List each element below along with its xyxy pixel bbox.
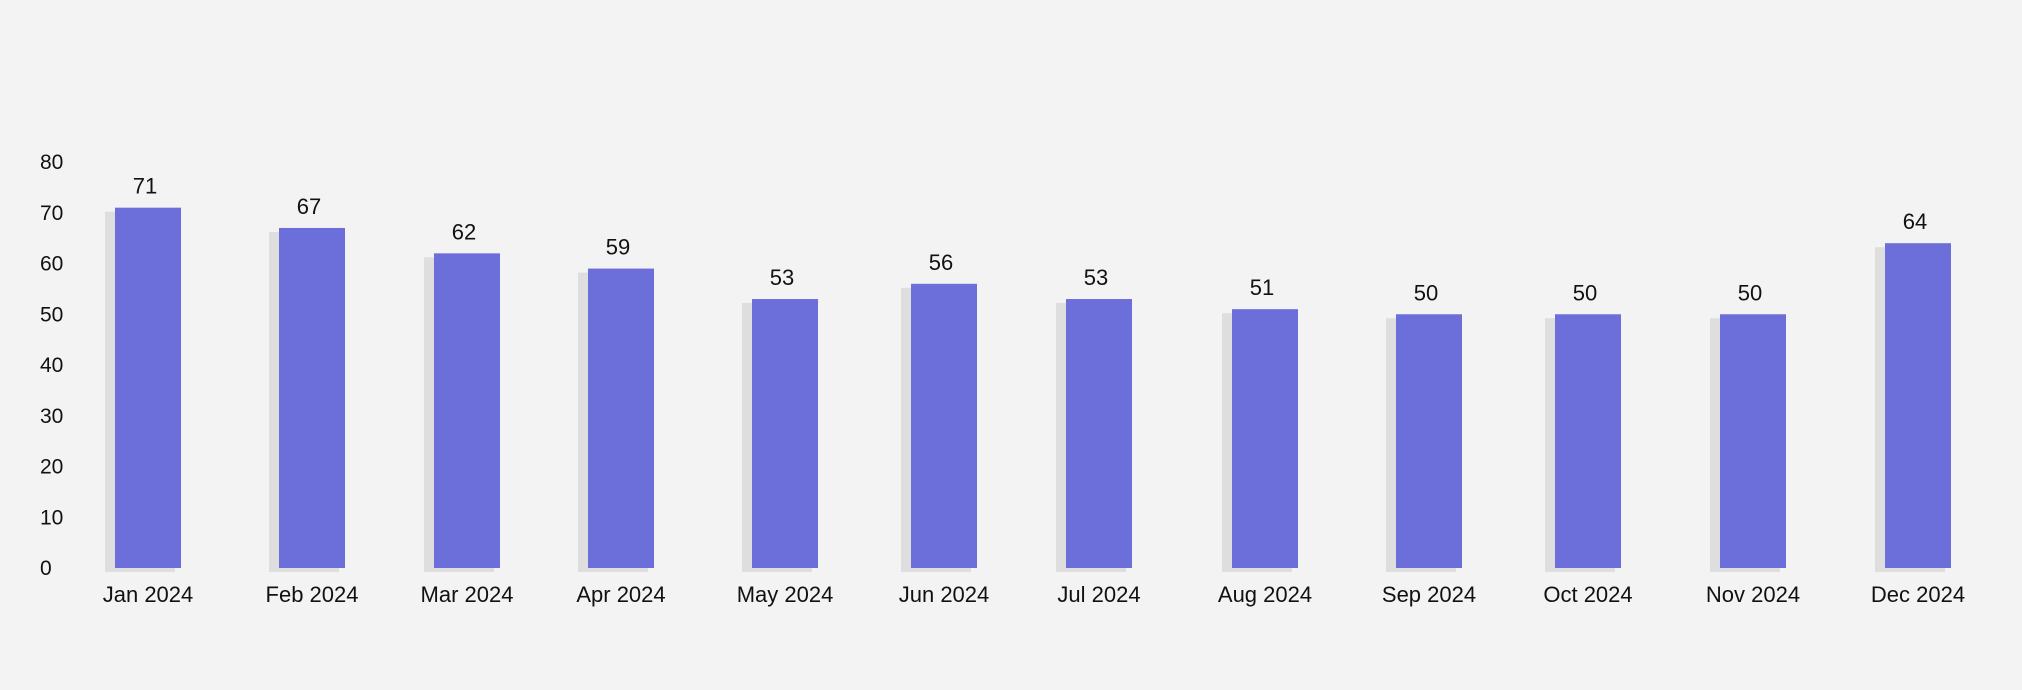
bar-value-label: 50 [1738,280,1762,305]
x-category-label: May 2024 [737,582,834,607]
bar [1555,314,1621,568]
bar-value-label: 51 [1250,275,1274,300]
bar-value-label: 50 [1573,280,1597,305]
x-category-label: Jan 2024 [103,582,194,607]
x-category-label: Oct 2024 [1543,582,1632,607]
x-category-label: Apr 2024 [576,582,665,607]
y-tick-label: 70 [40,202,63,225]
x-category-label: Jul 2024 [1057,582,1140,607]
bar-value-label: 56 [929,250,953,275]
x-category-label: Aug 2024 [1218,582,1312,607]
x-axis: Jan 2024 Feb 2024 Mar 2024 Apr 2024 May 2024… [103,582,1965,607]
bar-value-label: 50 [1414,280,1438,305]
bar-value-label: 53 [1084,265,1108,290]
x-category-label: Nov 2024 [1706,582,1800,607]
bar [1720,314,1786,568]
y-tick-label: 30 [40,405,63,428]
y-tick-label: 40 [40,354,63,377]
x-category-label: Mar 2024 [421,582,514,607]
y-tick-label: 10 [40,506,63,529]
bar [1232,309,1298,568]
bars [105,207,1951,573]
x-category-label: Feb 2024 [266,582,359,607]
bar-value-label: 59 [606,235,630,260]
bar [279,227,345,568]
y-tick-label: 60 [40,253,63,276]
bar [752,299,818,568]
bar [911,283,977,568]
bar [434,253,500,568]
bar-value-label: 53 [770,265,794,290]
y-tick-label: 0 [40,557,52,580]
bar-value-label: 64 [1903,209,1927,234]
y-tick-label: 80 [40,151,63,174]
value-labels: 71 67 62 59 53 56 53 51 50 50 50 64 [133,174,1927,306]
bar [1885,243,1951,568]
y-tick-label: 50 [40,303,63,326]
bar-value-label: 67 [297,194,321,219]
bar [1396,314,1462,568]
bar-value-label: 71 [133,174,157,199]
y-tick-label: 20 [40,456,63,479]
bar [588,268,654,568]
x-category-label: Jun 2024 [899,582,990,607]
bar [115,207,181,569]
x-category-label: Sep 2024 [1382,582,1476,607]
bar-value-label: 62 [452,219,476,244]
x-category-label: Dec 2024 [1871,582,1965,607]
y-axis: 0 10 20 30 40 50 60 70 80 [40,151,63,580]
bar [1066,299,1132,568]
